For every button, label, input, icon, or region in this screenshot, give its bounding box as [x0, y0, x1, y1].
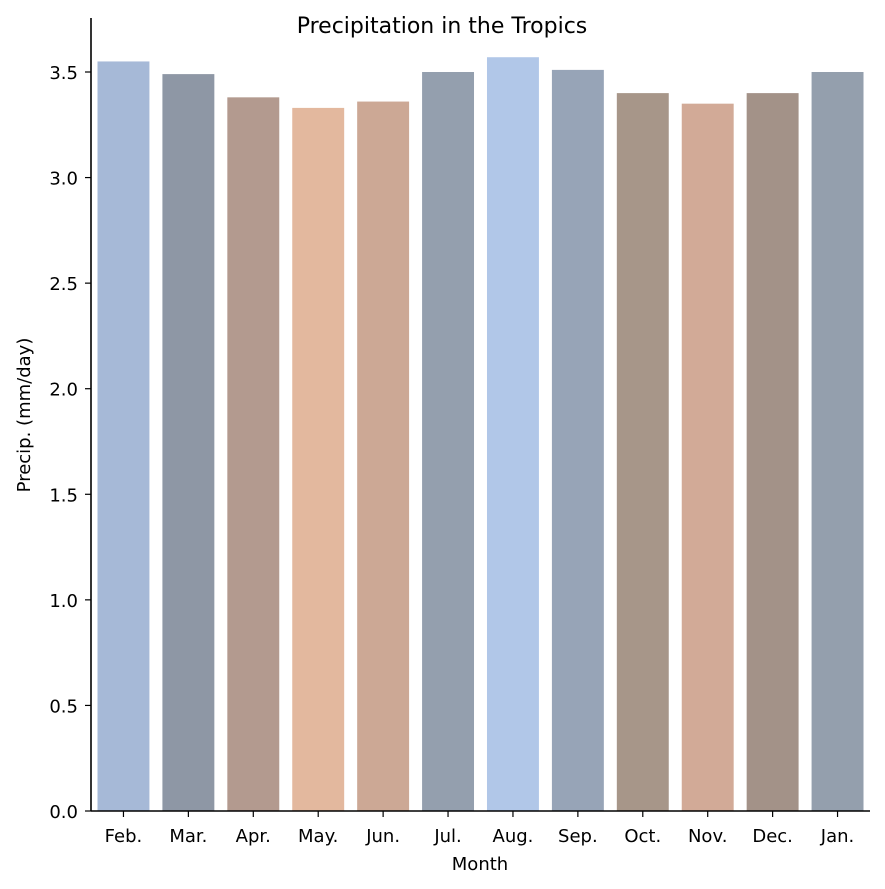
bar-2 — [227, 97, 280, 811]
x-axis-label: Month — [452, 854, 508, 875]
x-tick-label: Jul. — [433, 826, 461, 847]
chart-title: Precipitation in the Tropics — [297, 14, 588, 39]
bar-10 — [746, 93, 799, 812]
bar-5 — [422, 72, 475, 811]
bar-4 — [357, 101, 410, 811]
bar-9 — [681, 103, 734, 811]
x-axis-ticks: Feb. Mar. Apr. May. Jun. Jul. Aug. Sep. Oct. Nov.… — [105, 811, 854, 847]
x-tick-label: Dec. — [752, 826, 793, 847]
bar-7 — [551, 69, 604, 812]
x-tick-label: Sep. — [558, 826, 598, 847]
x-tick-label: Jun. — [365, 826, 400, 847]
y-tick-label: 1.0 — [49, 591, 78, 612]
y-tick-label: 3.5 — [49, 63, 78, 84]
y-tick-label: 0.5 — [49, 696, 78, 717]
bar-6 — [486, 57, 539, 812]
x-tick-label: Apr. — [236, 826, 271, 847]
x-tick-label: Feb. — [105, 826, 143, 847]
x-tick-label: Jan. — [820, 826, 854, 847]
y-tick-label: 2.5 — [49, 274, 78, 295]
y-tick-label: 2.0 — [49, 380, 78, 401]
bar-0 — [97, 61, 150, 811]
x-tick-label: May. — [298, 826, 338, 847]
y-tick-label: 0.0 — [49, 802, 78, 823]
x-tick-label: Nov. — [688, 826, 727, 847]
bar-1 — [162, 74, 215, 811]
x-tick-label: Oct. — [624, 826, 661, 847]
x-tick-label: Mar. — [169, 826, 207, 847]
y-axis-label: Precip. (mm/day) — [14, 338, 35, 493]
x-tick-label: Aug. — [493, 826, 534, 847]
bars-group — [97, 57, 864, 812]
y-axis-ticks: 0.0 0.5 1.0 1.5 2.0 2.5 3.0 3.5 — [49, 63, 91, 823]
y-tick-label: 1.5 — [49, 485, 78, 506]
bar-3 — [292, 107, 345, 811]
y-tick-label: 3.0 — [49, 169, 78, 190]
bar-11 — [811, 72, 864, 811]
bar-8 — [616, 93, 669, 812]
